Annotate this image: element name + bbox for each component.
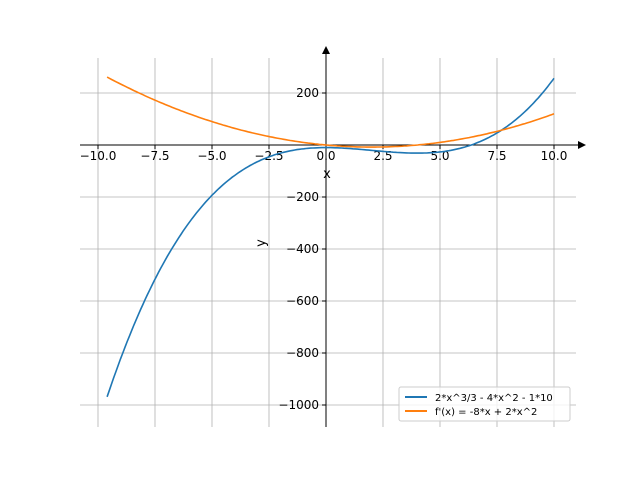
y-tick-label: 200: [296, 86, 319, 100]
y-tick-label: −800: [286, 346, 319, 360]
legend-label-0: 2*x^3/3 - 4*x^2 - 1*10: [435, 393, 553, 404]
legend-label-1: f'(x) = -8*x + 2*x^2: [435, 407, 537, 418]
x-axis-label: x: [323, 167, 331, 182]
x-tick-label: −7.5: [140, 149, 169, 163]
x-tick-label: −5.0: [197, 149, 226, 163]
x-tick-label: 7.5: [487, 149, 506, 163]
y-axis-arrow-icon: [322, 46, 330, 54]
x-axis-arrow-icon: [578, 141, 586, 149]
y-tick-label: −200: [286, 190, 319, 204]
y-axis-label: y: [254, 239, 269, 247]
series-line-1: [106, 76, 555, 148]
x-tick-label: 10.0: [541, 149, 568, 163]
y-tick-label: −600: [286, 294, 319, 308]
y-tick-label: −1000: [278, 398, 319, 412]
x-tick-label: −10.0: [80, 149, 117, 163]
y-tick-label: −400: [286, 242, 319, 256]
series-line-0: [106, 77, 555, 398]
legend: 2*x^3/3 - 4*x^2 - 1*10 f'(x) = -8*x + 2*…: [398, 386, 571, 422]
